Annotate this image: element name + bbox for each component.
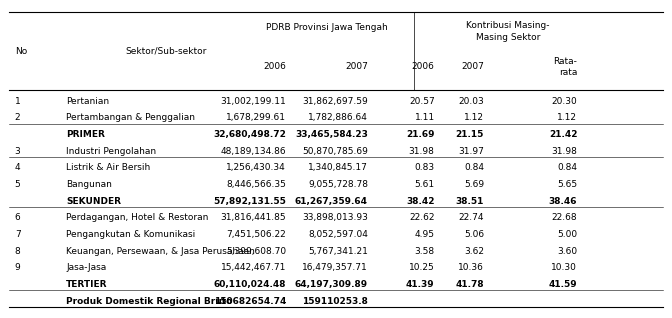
Text: PDRB Provinsi Jawa Tengah: PDRB Provinsi Jawa Tengah <box>267 23 388 32</box>
Text: 1: 1 <box>15 97 21 106</box>
Text: 20.30: 20.30 <box>552 97 577 106</box>
Text: 5.61: 5.61 <box>415 180 435 189</box>
Text: 64,197,309.89: 64,197,309.89 <box>295 280 368 289</box>
Text: 57,892,131.55: 57,892,131.55 <box>213 197 286 206</box>
Text: 1,340,845.17: 1,340,845.17 <box>308 163 368 172</box>
Text: 3: 3 <box>15 147 21 156</box>
Text: 41.59: 41.59 <box>548 280 577 289</box>
Text: 31,862,697.59: 31,862,697.59 <box>302 97 368 106</box>
Text: 4: 4 <box>15 163 20 172</box>
Text: 38.46: 38.46 <box>549 197 577 206</box>
Text: 9,055,728.78: 9,055,728.78 <box>308 180 368 189</box>
Text: 1.12: 1.12 <box>557 113 577 122</box>
Text: 33,465,584.23: 33,465,584.23 <box>295 130 368 139</box>
Text: 31.98: 31.98 <box>409 147 435 156</box>
Text: 38.42: 38.42 <box>406 197 435 206</box>
Text: 31,816,441.85: 31,816,441.85 <box>220 213 286 222</box>
Text: 21.15: 21.15 <box>456 130 484 139</box>
Text: 3.60: 3.60 <box>557 247 577 256</box>
Text: 15,442,467.71: 15,442,467.71 <box>220 263 286 273</box>
Text: 38.51: 38.51 <box>456 197 484 206</box>
Text: 61,267,359.64: 61,267,359.64 <box>295 197 368 206</box>
Text: 22.68: 22.68 <box>552 213 577 222</box>
Text: Rata-
rata: Rata- rata <box>553 57 577 77</box>
Text: 33,898,013.93: 33,898,013.93 <box>302 213 368 222</box>
Text: 5.69: 5.69 <box>464 180 484 189</box>
Text: 10.36: 10.36 <box>458 263 484 273</box>
Text: 5: 5 <box>15 180 21 189</box>
Text: 8,446,566.35: 8,446,566.35 <box>226 180 286 189</box>
Text: SEKUNDER: SEKUNDER <box>66 197 121 206</box>
Text: Pengangkutan & Komunikasi: Pengangkutan & Komunikasi <box>66 230 196 239</box>
Text: No: No <box>15 47 27 56</box>
Text: Sektor/Sub-sektor: Sektor/Sub-sektor <box>126 47 207 56</box>
Text: Jasa-Jasa: Jasa-Jasa <box>66 263 106 273</box>
Text: 21.69: 21.69 <box>406 130 435 139</box>
Text: 31.98: 31.98 <box>552 147 577 156</box>
Text: 1.11: 1.11 <box>415 113 435 122</box>
Text: 6: 6 <box>15 213 21 222</box>
Text: 0.84: 0.84 <box>464 163 484 172</box>
Text: Listrik & Air Bersih: Listrik & Air Bersih <box>66 163 151 172</box>
Text: TERTIER: TERTIER <box>66 280 108 289</box>
Text: 8: 8 <box>15 247 21 256</box>
Text: 2007: 2007 <box>345 62 368 71</box>
Text: Perdagangan, Hotel & Restoran: Perdagangan, Hotel & Restoran <box>66 213 208 222</box>
Text: 32,680,498.72: 32,680,498.72 <box>213 130 286 139</box>
Text: 2007: 2007 <box>461 62 484 71</box>
Text: 20.57: 20.57 <box>409 97 435 106</box>
Text: 50,870,785.69: 50,870,785.69 <box>302 147 368 156</box>
Text: Keuangan, Persewaan, & Jasa Perusahaan: Keuangan, Persewaan, & Jasa Perusahaan <box>66 247 255 256</box>
Text: 1,678,299.61: 1,678,299.61 <box>226 113 286 122</box>
Text: 1.12: 1.12 <box>464 113 484 122</box>
Text: 5.00: 5.00 <box>557 230 577 239</box>
Text: 21.42: 21.42 <box>549 130 577 139</box>
Text: 22.74: 22.74 <box>458 213 484 222</box>
Text: 7,451,506.22: 7,451,506.22 <box>226 230 286 239</box>
Text: 48,189,134.86: 48,189,134.86 <box>220 147 286 156</box>
Text: 31,002,199.11: 31,002,199.11 <box>220 97 286 106</box>
Text: 5,767,341.21: 5,767,341.21 <box>308 247 368 256</box>
Text: 1,256,430.34: 1,256,430.34 <box>226 163 286 172</box>
Text: 0.83: 0.83 <box>415 163 435 172</box>
Text: 0.84: 0.84 <box>557 163 577 172</box>
Text: 10.25: 10.25 <box>409 263 435 273</box>
Text: 3.62: 3.62 <box>464 247 484 256</box>
Text: Industri Pengolahan: Industri Pengolahan <box>66 147 156 156</box>
Text: PRIMER: PRIMER <box>66 130 105 139</box>
Text: 7: 7 <box>15 230 21 239</box>
Text: 20.03: 20.03 <box>458 97 484 106</box>
Text: Kontribusi Masing-
Masing Sektor: Kontribusi Masing- Masing Sektor <box>466 22 550 42</box>
Text: Produk Domestik Regional Bruto: Produk Domestik Regional Bruto <box>66 297 233 306</box>
Text: Pertanian: Pertanian <box>66 97 110 106</box>
Text: 5.65: 5.65 <box>557 180 577 189</box>
Text: 10.30: 10.30 <box>552 263 577 273</box>
Text: 41.39: 41.39 <box>406 280 435 289</box>
Text: 3.58: 3.58 <box>415 247 435 256</box>
Text: 2006: 2006 <box>263 62 286 71</box>
Text: Bangunan: Bangunan <box>66 180 112 189</box>
Text: 31.97: 31.97 <box>458 147 484 156</box>
Text: 2006: 2006 <box>412 62 435 71</box>
Text: 16,479,357.71: 16,479,357.71 <box>302 263 368 273</box>
Text: 5,399,608.70: 5,399,608.70 <box>226 247 286 256</box>
Text: 5.06: 5.06 <box>464 230 484 239</box>
Text: 1,782,886.64: 1,782,886.64 <box>308 113 368 122</box>
Text: 41.78: 41.78 <box>456 280 484 289</box>
Text: 2: 2 <box>15 113 20 122</box>
Text: 9: 9 <box>15 263 21 273</box>
Text: 22.62: 22.62 <box>409 213 435 222</box>
Text: 150682654.74: 150682654.74 <box>214 297 286 306</box>
Text: 8,052,597.04: 8,052,597.04 <box>308 230 368 239</box>
Text: Pertambangan & Penggalian: Pertambangan & Penggalian <box>66 113 195 122</box>
Text: 4.95: 4.95 <box>415 230 435 239</box>
Text: 159110253.8: 159110253.8 <box>302 297 368 306</box>
Text: 60,110,024.48: 60,110,024.48 <box>214 280 286 289</box>
